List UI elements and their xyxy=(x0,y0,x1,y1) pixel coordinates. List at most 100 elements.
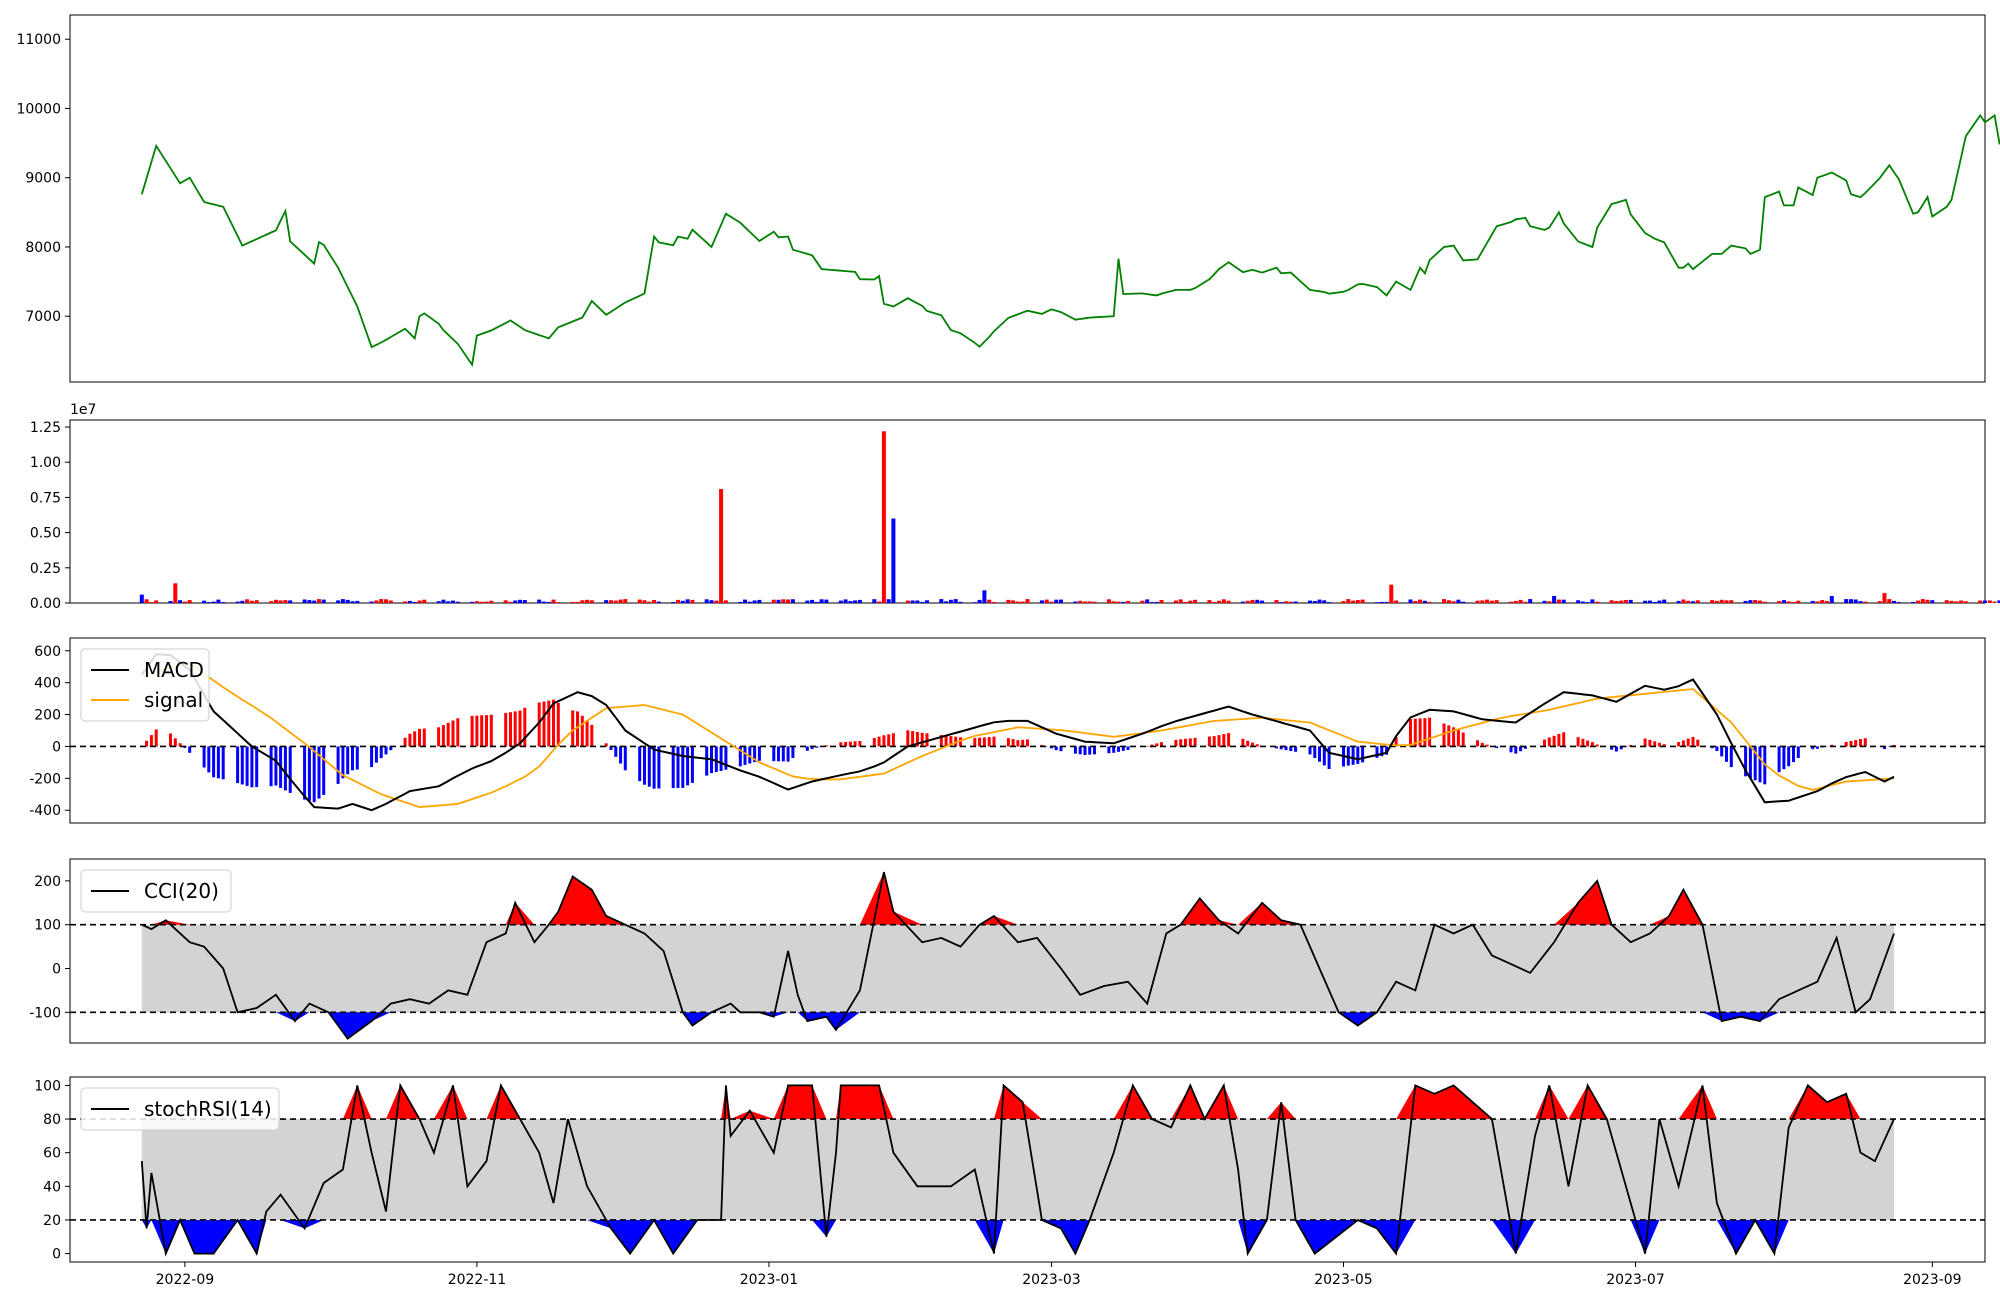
volume-bar xyxy=(1346,599,1351,603)
volume-bar xyxy=(1006,599,1011,603)
macd-histogram-bar xyxy=(1476,740,1479,747)
macd-histogram-bar xyxy=(772,746,776,762)
volume-bar xyxy=(738,601,743,603)
macd-histogram-bar xyxy=(915,732,919,747)
macd-histogram-bar xyxy=(1150,744,1154,747)
macd-histogram-bar xyxy=(954,736,958,747)
volume-bar xyxy=(1255,599,1260,603)
macd-histogram-bar xyxy=(1318,746,1321,762)
macd-histogram-bar xyxy=(1844,742,1848,747)
macd-histogram-bar xyxy=(446,722,450,747)
macd-histogram-bar xyxy=(1758,746,1762,783)
cci-legend-box xyxy=(80,869,232,913)
macd-histogram-bar xyxy=(643,746,646,785)
macd-histogram-bar xyxy=(542,701,546,747)
macd-histogram-bar xyxy=(269,746,273,787)
volume-bar xyxy=(719,489,724,603)
macd-histogram-bar xyxy=(1121,746,1125,751)
macd-histogram-bar xyxy=(671,746,675,789)
macd-histogram-bar xyxy=(805,746,809,751)
macd-histogram-bar xyxy=(576,711,579,747)
macd-legend-label: MACD xyxy=(144,658,204,682)
volume-bar xyxy=(857,599,862,603)
macd-histogram-bar xyxy=(1887,746,1891,747)
volume-bar xyxy=(1025,599,1030,603)
cci-line xyxy=(141,871,1895,1040)
volume-bar xyxy=(690,599,695,603)
volume-bar xyxy=(1959,600,1964,603)
macd-histogram-bar xyxy=(1509,746,1513,753)
macd-histogram-bar xyxy=(652,746,656,789)
volume-bar xyxy=(853,600,858,603)
macd-histogram-bar xyxy=(719,746,723,771)
volume-bar xyxy=(1274,600,1279,603)
macd-histogram-bar xyxy=(173,738,177,747)
volume-bar xyxy=(1193,599,1198,603)
volume-bar xyxy=(1523,601,1528,603)
volume-bar xyxy=(977,599,982,603)
volume-bar xyxy=(1159,600,1164,603)
macd-histogram-bar xyxy=(1083,746,1087,755)
volume-bar xyxy=(307,600,312,603)
macd-histogram-bar xyxy=(753,746,757,763)
volume-bar xyxy=(288,600,293,603)
macd-histogram-bar xyxy=(312,746,316,803)
x-tick-label: 2023-03 xyxy=(1022,1272,1081,1288)
volume-bar xyxy=(1949,600,1954,603)
macd-histogram-bar xyxy=(1614,746,1618,752)
volume-bar xyxy=(1389,584,1394,603)
volume-bar xyxy=(1446,600,1451,603)
volume-bar xyxy=(757,599,762,603)
volume-bar xyxy=(1892,600,1896,603)
volume-bar xyxy=(1461,601,1466,603)
volume-bar xyxy=(1896,602,1901,603)
macd-histogram-bar xyxy=(1308,746,1312,755)
volume-bar xyxy=(642,600,647,603)
stochrsi-panel-frame xyxy=(69,1076,1986,1263)
macd-histogram-bar xyxy=(724,746,728,770)
macd-histogram-bar xyxy=(1054,746,1058,751)
volume-bar xyxy=(1916,600,1920,603)
macd-histogram-bar xyxy=(1361,746,1365,763)
volume-bar xyxy=(522,600,527,603)
volume-bar xyxy=(1743,600,1748,603)
macd-histogram-bar xyxy=(1461,732,1465,747)
volume-bar xyxy=(652,600,657,603)
macd-histogram-bar xyxy=(1811,746,1815,750)
macd-histogram-bar xyxy=(255,746,259,788)
volume-bar xyxy=(1580,601,1585,603)
volume-bar xyxy=(604,600,609,603)
macd-histogram-bar xyxy=(604,743,608,747)
signal-line xyxy=(141,662,1895,809)
volume-ytick-label: 0.00 xyxy=(30,596,61,612)
volume-bar xyxy=(1351,600,1356,603)
macd-histogram-bar xyxy=(1796,746,1800,758)
volume-bar xyxy=(1552,596,1557,603)
macd-histogram-bar xyxy=(1413,718,1417,747)
volume-bar xyxy=(1753,600,1758,603)
volume-bar xyxy=(776,599,781,603)
macd-panel-frame xyxy=(69,637,1986,824)
volume-bar xyxy=(221,602,226,603)
macd-histogram-bar xyxy=(1322,746,1326,766)
stochrsi-ytick-label: 40 xyxy=(43,1179,61,1195)
volume-bar xyxy=(618,599,623,603)
macd-histogram-bar xyxy=(1681,740,1685,747)
volume-bar xyxy=(355,600,360,603)
volume-bar xyxy=(886,599,891,603)
macd-histogram-bar xyxy=(848,741,852,747)
macd-histogram-bar xyxy=(657,746,661,789)
volume-bar xyxy=(1796,600,1801,603)
volume-bar xyxy=(1791,602,1796,603)
price-ytick-label: 10000 xyxy=(16,101,61,117)
volume-bar xyxy=(1518,599,1523,603)
cci-oversold-fill xyxy=(141,1012,1894,1039)
volume-bar xyxy=(585,599,590,603)
volume-bar xyxy=(1442,599,1446,603)
macd-histogram-bar xyxy=(1327,746,1331,769)
macd-histogram-bar xyxy=(422,728,426,747)
volume-ytick-label: 0.25 xyxy=(30,561,61,577)
volume-bar xyxy=(479,601,484,603)
volume-bar xyxy=(647,601,652,603)
volume-bar xyxy=(1317,599,1322,603)
